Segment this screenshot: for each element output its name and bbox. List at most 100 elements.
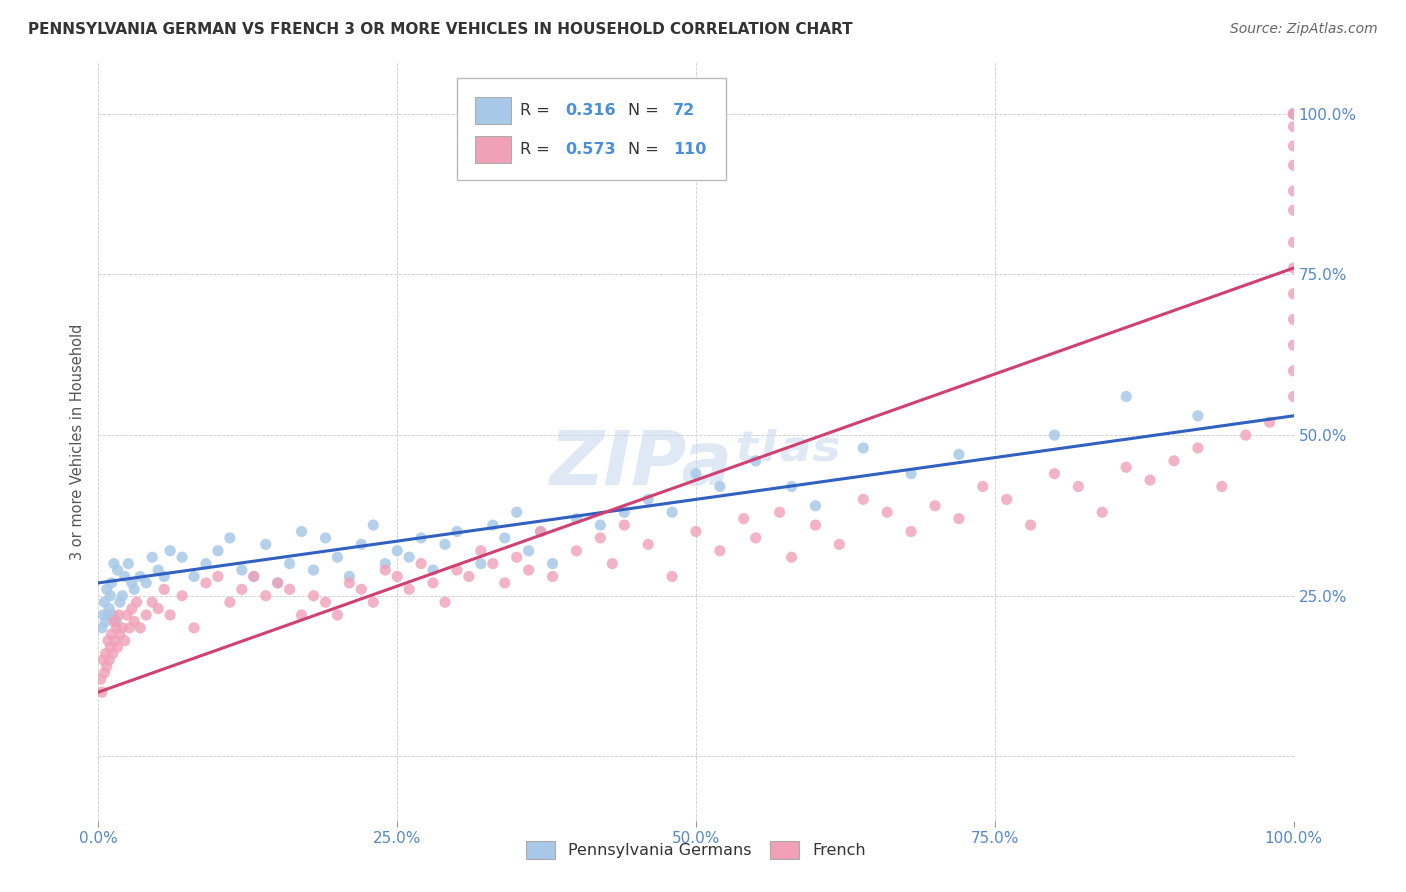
Point: [98, 640, 122, 655]
Point: [1211, 479, 1233, 493]
Point: [96, 582, 118, 597]
Point: [172, 550, 194, 565]
Point: [733, 511, 755, 525]
Text: 0.316: 0.316: [565, 103, 616, 118]
Y-axis label: 3 or more Vehicles in Household: 3 or more Vehicles in Household: [69, 324, 84, 559]
Point: [1282, 107, 1305, 121]
Point: [183, 569, 205, 583]
Text: R =: R =: [520, 142, 555, 157]
Point: [94, 647, 117, 661]
Point: [350, 537, 373, 551]
Text: PENNSYLVANIA GERMAN VS FRENCH 3 OR MORE VEHICLES IN HOUSEHOLD CORRELATION CHART: PENNSYLVANIA GERMAN VS FRENCH 3 OR MORE …: [28, 22, 853, 37]
Point: [141, 595, 163, 609]
Point: [291, 607, 314, 622]
Point: [124, 615, 146, 629]
Point: [91, 653, 114, 667]
Point: [103, 557, 125, 571]
Point: [517, 543, 540, 558]
Point: [141, 550, 163, 565]
Point: [506, 550, 529, 565]
Point: [1282, 312, 1305, 326]
Point: [90, 673, 112, 687]
Point: [900, 524, 922, 539]
Point: [363, 518, 385, 533]
Point: [105, 615, 128, 629]
Point: [97, 607, 120, 622]
Point: [195, 557, 218, 571]
Point: [411, 531, 433, 545]
Point: [541, 557, 564, 571]
Point: [103, 615, 125, 629]
Point: [422, 575, 444, 590]
Point: [135, 575, 157, 590]
Point: [100, 627, 122, 641]
Point: [101, 607, 124, 622]
Point: [124, 582, 146, 597]
Point: [153, 582, 176, 597]
Point: [96, 659, 118, 673]
Point: [517, 563, 540, 577]
Point: [900, 467, 922, 481]
Point: [482, 518, 505, 533]
Point: [93, 595, 115, 609]
Point: [530, 524, 553, 539]
Point: [153, 569, 176, 583]
Point: [828, 537, 851, 551]
Point: [107, 640, 129, 655]
Point: [1258, 415, 1281, 429]
Point: [231, 582, 253, 597]
Point: [1282, 390, 1305, 404]
Point: [446, 524, 468, 539]
Point: [613, 505, 636, 519]
FancyBboxPatch shape: [457, 78, 725, 180]
Point: [1282, 235, 1305, 250]
Point: [948, 511, 970, 525]
Text: 110: 110: [673, 142, 707, 157]
Point: [709, 479, 731, 493]
Point: [995, 492, 1018, 507]
Point: [637, 537, 659, 551]
Point: [172, 589, 194, 603]
Point: [254, 537, 277, 551]
Point: [121, 575, 143, 590]
Point: [291, 524, 314, 539]
Point: [118, 621, 141, 635]
Point: [100, 575, 122, 590]
Point: [278, 557, 301, 571]
Point: [1282, 184, 1305, 198]
Point: [780, 550, 803, 565]
Point: [183, 621, 205, 635]
Point: [159, 607, 181, 622]
Text: N =: N =: [628, 103, 664, 118]
Point: [278, 582, 301, 597]
Point: [350, 582, 373, 597]
Point: [302, 563, 325, 577]
Point: [207, 569, 229, 583]
Point: [267, 575, 290, 590]
Point: [685, 467, 707, 481]
Point: [709, 543, 731, 558]
Point: [97, 633, 120, 648]
Point: [661, 569, 683, 583]
Point: [1163, 454, 1185, 468]
Point: [398, 582, 420, 597]
Point: [91, 685, 114, 699]
Point: [1282, 338, 1305, 352]
Point: [745, 454, 768, 468]
Point: [148, 601, 170, 615]
Point: [769, 505, 792, 519]
Point: [434, 595, 457, 609]
Text: 72: 72: [673, 103, 696, 118]
Text: 0.573: 0.573: [565, 142, 616, 157]
Point: [541, 569, 564, 583]
Point: [105, 621, 128, 635]
Point: [1282, 261, 1305, 276]
Point: [494, 575, 516, 590]
Point: [972, 479, 994, 493]
Point: [98, 601, 121, 615]
Point: [121, 601, 143, 615]
Point: [1282, 158, 1305, 172]
Point: [267, 575, 290, 590]
Point: [506, 505, 529, 519]
Point: [852, 492, 875, 507]
